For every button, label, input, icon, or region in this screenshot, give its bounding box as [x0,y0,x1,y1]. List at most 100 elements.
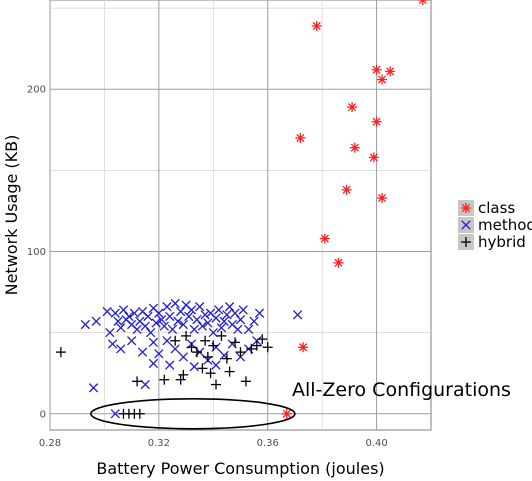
point-method [162,336,172,346]
point-method [200,310,210,320]
y-tick-label: 0 [40,409,46,420]
point-method [110,308,120,318]
data-points [55,0,428,419]
point-class [371,64,382,75]
x-tick-label: 0.36 [257,438,279,449]
legend-marker-hybrid [461,237,471,247]
point-method [175,306,186,317]
point-method [224,302,235,312]
annotation-text: All-Zero Configurations [292,379,511,401]
point-method [216,323,227,333]
legend-item-method: method [458,216,532,234]
point-method [159,321,169,331]
point-method [91,316,101,326]
point-method [132,324,142,335]
point-method [113,316,123,326]
point-hybrid [191,347,202,358]
point-hybrid [178,369,189,380]
point-method [211,360,221,370]
series-method [80,298,303,419]
y-tick-label: 100 [27,247,46,258]
point-method [146,327,156,338]
point-hybrid [257,334,268,345]
point-method [238,305,248,315]
point-hybrid [235,347,246,358]
point-method [148,358,159,369]
legend-marker-method [461,220,471,230]
point-method [165,360,175,370]
point-method [80,319,91,330]
point-hybrid [224,366,235,377]
point-class [333,257,344,268]
point-method [192,315,202,325]
point-class [319,233,330,244]
point-method [116,323,126,333]
point-hybrid [251,340,262,351]
point-class [349,142,360,153]
point-hybrid [186,342,197,353]
point-class [341,184,352,195]
legend-item-hybrid: hybrid [458,233,526,251]
point-method [184,311,194,322]
point-hybrid [55,347,66,358]
point-method [167,324,178,335]
y-tick-label: 200 [27,85,46,96]
point-method [116,344,126,354]
point-method [219,316,229,326]
x-axis-title: Battery Power Consumption (joules) [96,459,384,478]
point-method [156,315,167,325]
point-method [143,311,153,322]
point-hybrid [240,376,251,387]
point-method [140,321,150,331]
legend-label: class [478,199,515,217]
point-hybrid [216,330,227,341]
point-hybrid [205,368,216,379]
x-tick-label: 0.40 [365,438,387,449]
point-method [170,344,180,354]
point-class [377,74,388,85]
point-class [371,116,382,127]
point-method [186,305,197,315]
point-class [281,408,292,419]
point-class [298,342,309,353]
point-class [311,20,322,31]
point-method [126,336,137,346]
point-method [189,324,199,335]
point-class [295,132,306,143]
point-method [88,383,99,393]
point-method [254,308,265,318]
point-method [173,316,183,326]
point-hybrid [230,337,241,348]
point-hybrid [134,408,145,419]
legend-label: method [478,216,532,234]
point-method [102,306,112,317]
plot-background [49,0,432,431]
point-hybrid [262,342,273,353]
x-tick-label: 0.28 [39,438,61,449]
y-axis-title: Network Usage (KB) [2,135,21,296]
point-method [292,310,303,320]
point-hybrid [221,353,232,364]
point-hybrid [211,379,222,390]
point-class [377,192,388,203]
point-hybrid [170,335,181,346]
point-method [233,324,243,335]
series-class [281,0,428,419]
point-class [347,102,358,113]
point-method [140,379,150,390]
legend-label: hybrid [478,233,526,251]
legend-marker-class [461,203,471,213]
point-hybrid [246,343,257,354]
point-class [385,66,396,77]
point-hybrid [132,376,143,387]
point-method [222,310,232,320]
point-method [249,316,259,326]
point-method [154,349,164,359]
point-method [148,337,159,348]
point-method [137,347,148,357]
point-method [170,298,180,309]
point-method [197,321,208,331]
zero-configs-ellipse [90,397,296,430]
point-method [118,305,129,315]
